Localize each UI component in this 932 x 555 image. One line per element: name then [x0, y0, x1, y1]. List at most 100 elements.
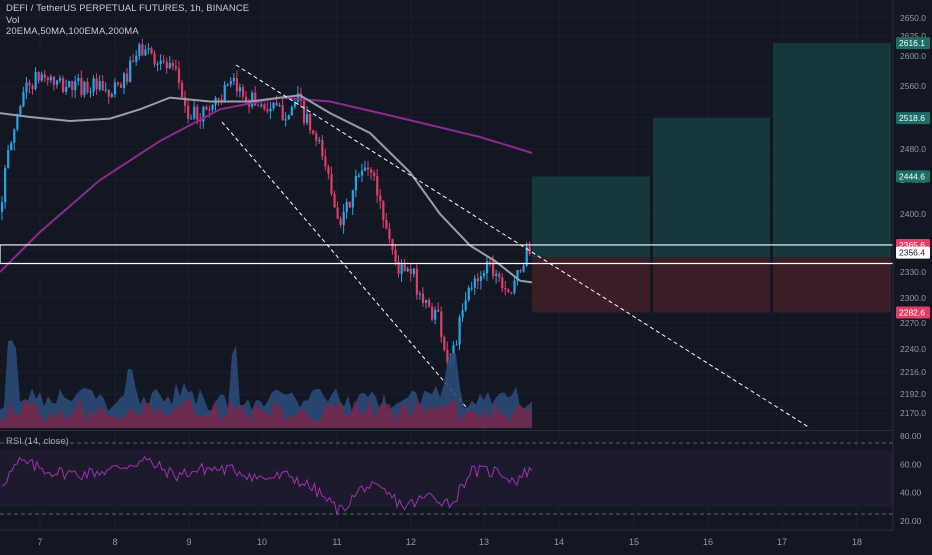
candle-body [98, 81, 101, 90]
candle-body [345, 201, 348, 212]
candle-body [321, 140, 324, 157]
candle-body [275, 102, 278, 106]
candle-body [223, 85, 226, 102]
candle-body [363, 167, 367, 171]
candle-body [19, 106, 22, 115]
rsi-label: RSI (14, close) [6, 436, 69, 447]
candle-body [40, 74, 43, 81]
candle-body [68, 81, 71, 87]
candle-body [113, 82, 117, 95]
price-label-box [896, 246, 930, 259]
candle-body [501, 277, 504, 289]
time-tick-label: 8 [112, 537, 117, 547]
candle-body [428, 299, 431, 307]
candle-body [504, 288, 507, 290]
candle-body [269, 108, 272, 112]
candle-body [156, 63, 159, 65]
candle-body [4, 167, 7, 203]
candle-body [421, 293, 425, 303]
candle-body [403, 264, 406, 272]
time-tick-label: 13 [479, 537, 489, 547]
candle-body [208, 109, 211, 111]
candle-body [71, 81, 74, 91]
candle-body [489, 261, 492, 263]
candle-body [260, 104, 263, 106]
candle-body [446, 350, 449, 364]
candle-body [144, 49, 147, 56]
candle-body [217, 98, 220, 100]
candle-body [312, 130, 315, 134]
candle-body [461, 310, 464, 318]
candle-body [309, 113, 312, 131]
candle-body [376, 176, 379, 196]
time-tick-label: 9 [186, 537, 191, 547]
candle-body [193, 106, 196, 119]
candle-body [379, 195, 382, 201]
candle-body [525, 246, 528, 266]
candle-body [147, 48, 150, 50]
candle-body [104, 89, 107, 91]
price-tick-label: 2480.0 [900, 144, 926, 154]
candle-body [373, 172, 376, 177]
loss-zone-2 [653, 257, 770, 313]
candle-body [132, 60, 135, 62]
candle-body [1, 202, 4, 212]
time-tick-label: 11 [332, 537, 341, 547]
candle-body [190, 118, 193, 120]
candle-body [470, 287, 473, 289]
candle-body [424, 299, 428, 303]
candle-body [241, 87, 245, 97]
price-label-text: 2365.6 [899, 240, 925, 250]
price-label-box [896, 37, 930, 50]
time-tick-label: 16 [703, 537, 713, 547]
candle-body [28, 82, 31, 86]
time-tick-label: 18 [852, 537, 862, 547]
candle-body [284, 119, 287, 121]
volume-area-blue [0, 340, 532, 428]
candle-body [13, 129, 16, 143]
candle-body [46, 77, 49, 81]
candle-body [74, 81, 77, 91]
candle-body [138, 44, 141, 56]
rsi-tick-label: 80.00 [900, 431, 922, 441]
candle-body [400, 264, 403, 274]
candle-body [330, 173, 333, 195]
candle-body [412, 268, 415, 274]
candle-body [467, 287, 470, 301]
price-tick-label: 2170.0 [900, 408, 926, 418]
candle-body [324, 156, 327, 167]
candle-body [360, 170, 364, 176]
candle-body [382, 200, 385, 221]
candle-body [34, 72, 37, 90]
rsi-line [1, 456, 533, 515]
candle-body [333, 194, 336, 208]
price-axis-bg [893, 0, 932, 550]
candle-body [479, 276, 483, 282]
candle-body [388, 228, 391, 240]
candle-body [336, 207, 339, 219]
loss-zone-1 [532, 257, 650, 313]
candle-body [406, 268, 409, 272]
price-tick-label: 2650.0 [900, 13, 926, 23]
candle-body [92, 78, 95, 92]
candle-body [162, 60, 165, 62]
price-label-text: 2282.6 [899, 308, 925, 318]
candle-body [229, 81, 232, 85]
candle-body [187, 105, 190, 119]
candle-body [293, 101, 296, 107]
profit-zone-3 [773, 43, 891, 258]
volume-area-red [0, 398, 532, 428]
price-tick-label: 2625.0 [900, 31, 926, 41]
price-label-text: 2356.4 [899, 248, 925, 258]
price-label-text: 2616.1 [899, 38, 925, 48]
price-tick-label: 2600.0 [900, 51, 926, 61]
symbol-title: DEFI / TetherUS PERPETUAL FUTURES, 1h, B… [6, 3, 250, 14]
candle-body [65, 86, 68, 92]
candle-body [443, 337, 446, 351]
price-tick-label: 2330.0 [900, 267, 926, 277]
candle-body [55, 80, 59, 85]
candle-body [351, 190, 354, 208]
candle-body [272, 102, 275, 109]
